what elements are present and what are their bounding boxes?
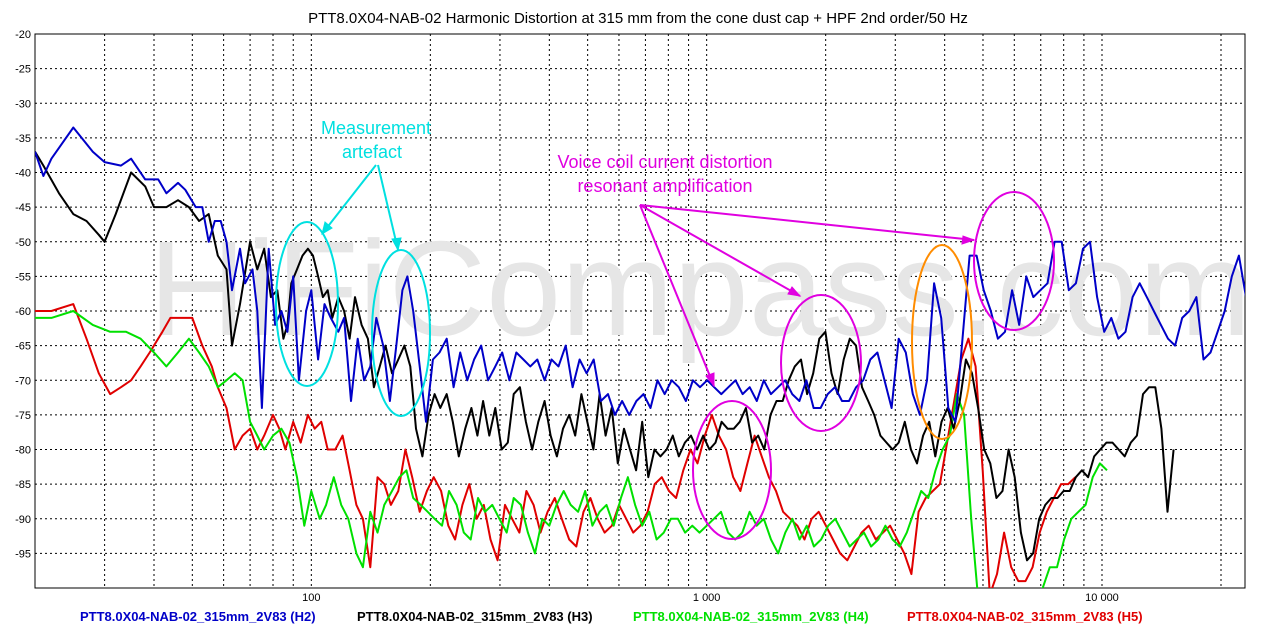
annotation-voice-coil: Voice coil current distortion — [557, 152, 772, 172]
artefact-ellipse-1 — [275, 221, 339, 387]
grid — [35, 34, 1245, 588]
annotation-measurement: Measurement — [321, 118, 431, 138]
x-tick-label: 10 000 — [1085, 592, 1119, 604]
y-tick-label: -40 — [15, 168, 31, 180]
y-tick-label: -55 — [15, 271, 31, 283]
annotation-resonant: resonant amplification — [577, 176, 752, 196]
y-tick-label: -65 — [15, 341, 31, 353]
legend-h5: PTT8.0X04-NAB-02_315mm_2V83 (H5) — [907, 609, 1143, 624]
artefact-arrow-2 — [377, 164, 399, 251]
artefact-arrowhead-2 — [391, 237, 402, 252]
y-tick-label: -60 — [15, 306, 31, 318]
artefact-arrow-1 — [321, 164, 377, 235]
artefact-ellipse-2 — [371, 249, 431, 417]
y-tick-label: -25 — [15, 64, 31, 76]
annotations — [275, 164, 1055, 540]
resonance-arrow-2 — [639, 204, 801, 297]
y-tick-label: -35 — [15, 133, 31, 145]
series-line-h3 — [35, 151, 1175, 562]
artefact-arrowhead-1 — [321, 221, 333, 236]
resonance-arrow-1 — [639, 204, 715, 387]
resonance-ellipse-orange — [911, 244, 973, 440]
x-tick-label: 100 — [302, 592, 320, 604]
resonance-ellipse-1 — [692, 400, 772, 540]
chart-title: PTT8.0X04-NAB-02 Harmonic Distortion at … — [308, 10, 968, 27]
resonance-arrowhead-2 — [787, 286, 802, 297]
resonance-arrowhead-3 — [961, 235, 976, 245]
y-tick-label: -90 — [15, 514, 31, 526]
y-tick-label: -80 — [15, 445, 31, 457]
resonance-ellipse-3 — [973, 191, 1055, 331]
y-tick-label: -50 — [15, 237, 31, 249]
x-axis: 100 1 000 10 000 — [302, 592, 1119, 604]
series-line-h5 — [35, 303, 1076, 588]
y-tick-label: -85 — [15, 479, 31, 491]
x-tick-label: 1 000 — [693, 592, 721, 604]
y-tick-label: -95 — [15, 548, 31, 560]
legend-h3: PTT8.0X04-NAB-02_315mm_2V83 (H3) — [357, 609, 593, 624]
resonance-arrow-3 — [639, 204, 975, 241]
y-tick-label: -30 — [15, 98, 31, 110]
annotation-artefact: artefact — [342, 142, 402, 162]
y-tick-label: -70 — [15, 375, 31, 387]
y-tick-label: -20 — [15, 29, 31, 41]
y-tick-label: -45 — [15, 202, 31, 214]
resonance-ellipse-2 — [780, 294, 862, 432]
series-layer — [35, 126, 1245, 588]
series-line-h4 — [35, 310, 1108, 588]
resonance-arrowhead-1 — [705, 372, 715, 388]
series-line-h2 — [35, 126, 1245, 423]
legend-h4: PTT8.0X04-NAB-02_315mm_2V83 (H4) — [633, 609, 869, 624]
watermark: HiFiCompass.com — [149, 213, 1252, 364]
y-axis: -20 -25 -30 -35 -40 -45 -50 -55 -60 -65 -70 -75 -80 -… — [15, 29, 31, 560]
y-tick-label: -75 — [15, 410, 31, 422]
legend-h2: PTT8.0X04-NAB-02_315mm_2V83 (H2) — [80, 609, 316, 624]
